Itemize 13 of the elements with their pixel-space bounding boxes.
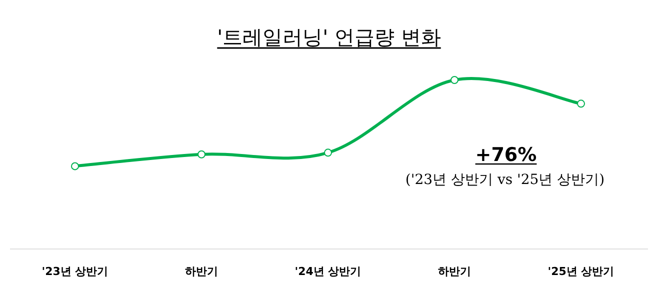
annotation: ('23년 상반기 vs '25년 상반기) [405,172,605,188]
point [324,148,332,157]
point [577,100,585,108]
point [198,150,206,158]
title: '트레일러닝' 언급량 변화 [217,25,441,49]
point [71,162,79,170]
annotation: +76% [475,144,537,166]
x-tick-label: '24년 상반기 [294,265,362,278]
x-tick-label: 하반기 [438,265,471,278]
x-tick-label: 하반기 [185,265,218,278]
point [450,76,458,84]
x-tick-label: '23년 상반기 [42,265,108,278]
x-tick-label: '25년 상반기 [548,265,614,278]
